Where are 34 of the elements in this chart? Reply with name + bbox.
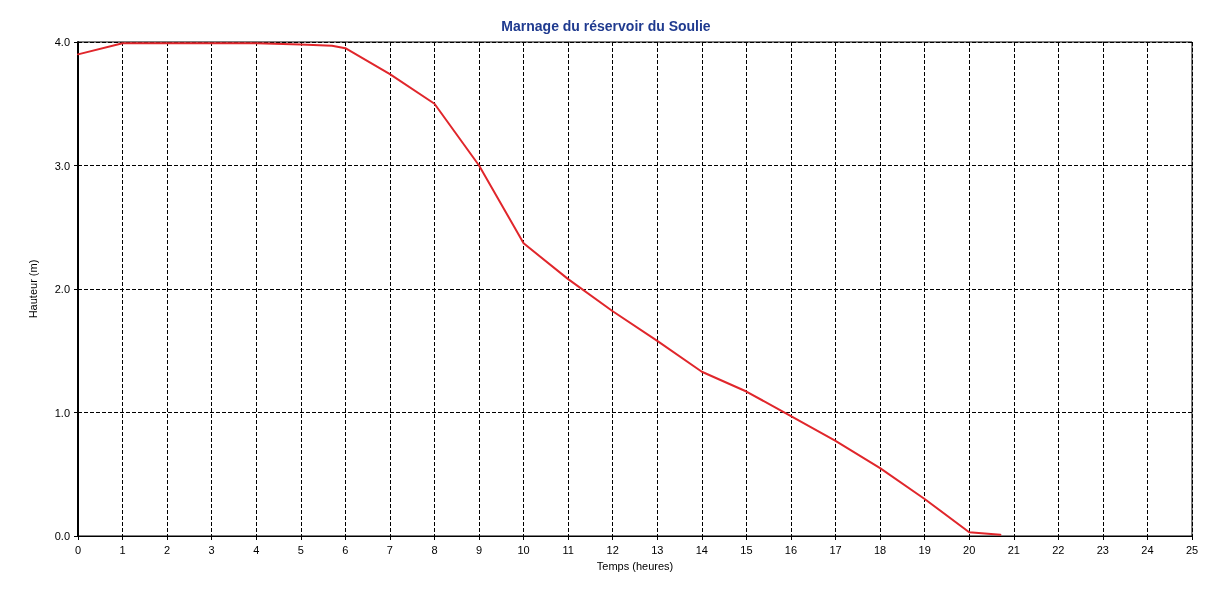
x-tick-label: 18 — [873, 543, 887, 556]
chart-title: Marnage du réservoir du Soulie — [501, 18, 711, 34]
x-tick-label: 14 — [695, 543, 708, 556]
x-tick-label: 15 — [740, 543, 753, 556]
x-tick-label: 22 — [1052, 543, 1065, 556]
y-tick-label: 3.0 — [54, 159, 70, 172]
x-axis-title: Temps (heures) — [596, 559, 674, 572]
x-tick-label: 20 — [963, 543, 976, 556]
x-tick-label: 1 — [119, 543, 126, 556]
x-tick-label: 0 — [74, 543, 82, 556]
x-tick-label: 8 — [431, 543, 438, 556]
x-tick-label: 13 — [651, 543, 664, 556]
x-tick-label: 4 — [253, 543, 260, 556]
x-tick-label: 3 — [208, 543, 215, 556]
x-tick-label: 17 — [829, 543, 842, 556]
x-tick-label: 6 — [342, 543, 349, 556]
y-axis-title: Hauteur (m) — [26, 259, 39, 319]
x-tick-label: 10 — [517, 543, 530, 556]
x-tick-label: 7 — [386, 543, 393, 556]
x-tick-label: 19 — [918, 543, 931, 556]
y-tick-label: 0.0 — [54, 530, 70, 542]
y-tick-label: 2.0 — [54, 283, 70, 295]
x-tick-label: 21 — [1007, 543, 1020, 556]
x-tick-label: 16 — [784, 543, 798, 556]
x-tick-label: 11 — [562, 543, 574, 556]
x-tick-label: 25 — [1185, 543, 1199, 556]
x-tick-label: 24 — [1141, 543, 1154, 556]
x-tick-label: 2 — [164, 543, 171, 556]
x-tick-label: 12 — [606, 543, 619, 556]
y-tick-label: 1.0 — [54, 406, 70, 419]
x-tick-label: 23 — [1096, 543, 1110, 556]
x-tick-label: 5 — [297, 543, 304, 556]
x-tick-label: 9 — [475, 543, 483, 556]
y-tick-label: 4.0 — [54, 36, 70, 48]
